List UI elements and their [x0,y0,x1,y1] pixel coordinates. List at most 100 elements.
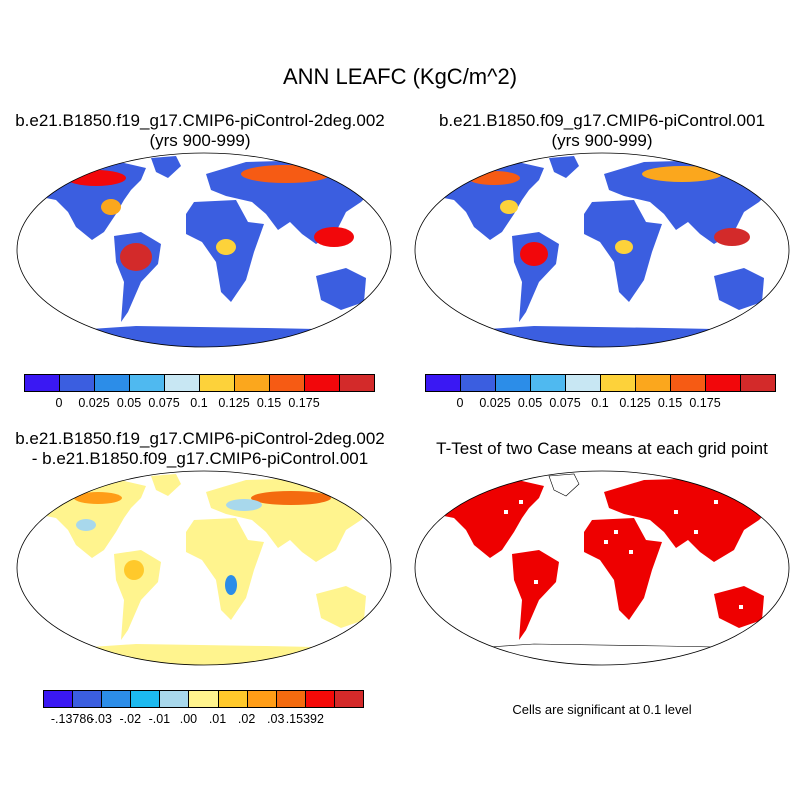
colorbar-label: -.03 [90,712,112,726]
colorbar-label: 0.025 [78,396,110,410]
colorbar-swatch [460,374,496,392]
colorbar-label: 0.125 [218,396,250,410]
australia-land [316,586,366,628]
colorbar-swatch [43,690,74,708]
greenland-land [549,156,579,178]
panel-subtitle-line: (yrs 900-999) [551,131,653,150]
insignificant-cell [629,550,633,554]
colorbar-swatch [159,690,190,708]
eurasia-land [206,478,376,562]
congo-forest-mid [216,239,236,255]
colorbar-label: 0.075 [148,396,180,410]
colorbar-swatch [94,374,130,392]
panel-title-case1: b.e21.B1850.f19_g17.CMIP6-piControl-2deg… [0,111,400,151]
colorbar-label: 0.1 [591,396,609,410]
colorbar-swatch [59,374,95,392]
colorbar-label: 0.1 [190,396,208,410]
panel-title-ttest: T-Test of two Case means at each grid po… [402,439,800,459]
panel-title-case2: b.e21.B1850.f09_g17.CMIP6-piControl.001 … [402,111,800,151]
insignificant-cell [694,530,698,534]
colorbar-label: 0.025 [479,396,511,410]
colorbar-swatch [129,374,165,392]
colorbar-swatch [333,690,364,708]
colorbar-label: .01 [208,712,227,726]
colorbar-label: 0 [456,396,464,410]
colorbar-swatch [275,690,306,708]
colorbar-label: 0.05 [116,396,142,410]
insignificant-cells [504,500,743,609]
insignificant-cell [614,530,618,534]
colorbar-swatch [339,374,375,392]
insignificant-cell [739,605,743,609]
colorbar-swatch [495,374,531,392]
panel-title-line: b.e21.B1850.f09_g17.CMIP6-piControl.001 [438,111,766,130]
colorbar-swatch [304,690,335,708]
greenland-land [548,473,580,497]
insignificant-cell [534,580,538,584]
map-case2 [414,152,790,348]
colorbar-label: .03 [267,712,285,726]
diff-negative-patch [225,575,237,595]
colorbar-label: .00 [179,712,198,726]
australia-land [714,268,764,310]
insignificant-cell [714,500,718,504]
antarctica-land [17,326,391,347]
colorbar-swatch [188,690,219,708]
map-ttest [414,470,790,666]
amazon-forest-high [520,242,548,266]
diff-negative-patch [76,519,96,531]
panel-subtitle-line: (yrs 900-999) [149,131,251,150]
colorbar-swatch [565,374,601,392]
africa-land [584,518,662,620]
colorbar-label: 0.15 [256,396,282,410]
diff-positive-patch [74,492,122,504]
colorbar-swatch [304,374,340,392]
us-east-forest-mid [500,200,518,214]
colorbar-swatch [24,374,60,392]
us-east-forest-mid [101,199,121,215]
antarctica-land [415,326,789,347]
colorbar-swatch [600,374,636,392]
colorbar-case1: 0 0.025 0.05 0.075 0.1 0.125 0.15 0.175 [24,374,375,410]
se-asia-forest-high [314,227,354,247]
south-america-land [512,550,559,640]
antarctica-land [415,643,789,665]
greenland-land [151,474,181,496]
panel-title-line: b.e21.B1850.f19_g17.CMIP6-piControl-2deg… [15,429,385,448]
map-case1 [16,152,392,348]
se-asia-forest-high [714,228,750,246]
antarctica-land [17,644,391,665]
significance-note: Cells are significant at 0.1 level [512,702,692,717]
panel-title-diff: b.e21.B1850.f19_g17.CMIP6-piControl-2deg… [0,429,400,469]
colorbar-swatch [705,374,741,392]
eurasia-land [604,160,774,244]
greenland-land [151,156,181,178]
colorbar-swatch [635,374,671,392]
landmass-group [415,156,789,347]
insignificant-cell [519,500,523,504]
colorbar-label: -.13786 [50,712,94,726]
colorbar-swatch [130,690,161,708]
africa-land [186,518,264,620]
congo-forest-mid [615,240,633,254]
insignificant-cell [604,540,608,544]
colorbar-label: 0.15 [657,396,683,410]
colorbar-label: 0 [55,396,63,410]
figure-title: ANN LEAFC (KgC/m^2) [282,64,518,89]
eurasia-land [604,478,774,562]
amazon-forest-high [120,243,152,271]
colorbar-label: 0.075 [549,396,581,410]
colorbar-label: -.02 [119,712,142,726]
colorbar-case2: 0 0.025 0.05 0.075 0.1 0.125 0.15 0.175 [425,374,776,410]
colorbar-label: 0.125 [619,396,651,410]
panel-title-line: b.e21.B1850.f19_g17.CMIP6-piControl-2deg… [15,111,385,130]
colorbar-swatch [234,374,270,392]
colorbar-swatch [670,374,706,392]
colorbar-swatch [530,374,566,392]
boreal-forest-high [66,170,126,186]
insignificant-cell [504,510,508,514]
panel-title-line: - b.e21.B1850.f09_g17.CMIP6-piControl.00… [31,449,369,468]
colorbar-swatch [740,374,776,392]
colorbar-swatch [425,374,461,392]
siberia-forest-high [241,165,331,183]
